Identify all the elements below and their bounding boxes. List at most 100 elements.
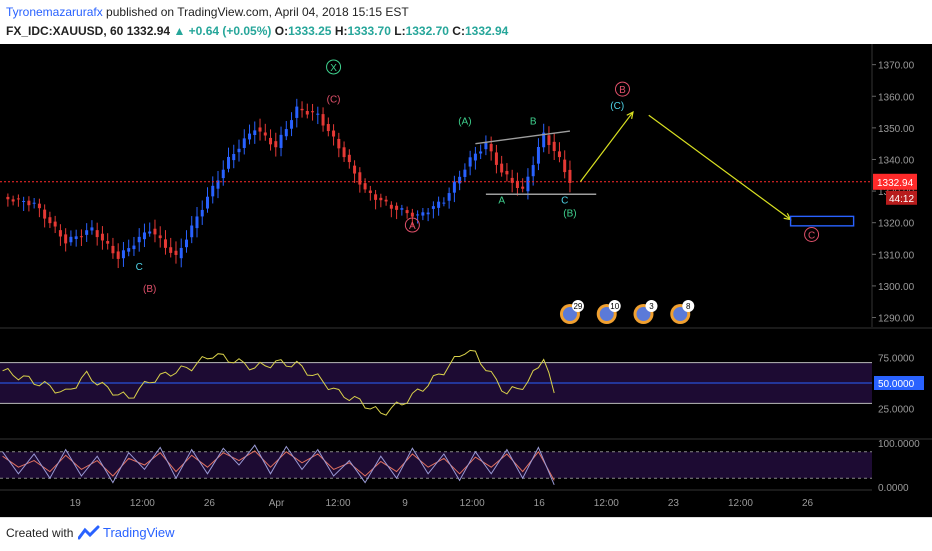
candle-body <box>211 185 215 197</box>
us-flag-icon <box>636 307 651 321</box>
oscillator-tick-label: 75.0000 <box>878 354 915 365</box>
stoch-k-line <box>2 444 555 485</box>
candle-body <box>16 198 20 200</box>
event-count: 10 <box>610 302 619 311</box>
wave-label: (A) <box>458 117 471 128</box>
candle-body <box>468 157 472 167</box>
ohlc-line: FX_IDC:XAUUSD, 60 1332.94 ▲ +0.64 (+0.05… <box>6 24 508 38</box>
candle-body <box>479 151 483 154</box>
candle-body <box>290 120 294 129</box>
brand-link[interactable]: TradingView <box>103 525 175 540</box>
candle-body <box>184 239 188 248</box>
author-link[interactable]: Tyronemazarurafx <box>6 5 103 19</box>
event-count-bubble <box>571 300 584 312</box>
candle-body <box>347 154 351 163</box>
last-price-box <box>873 173 917 190</box>
tradingview-logo-icon <box>78 525 100 540</box>
chart-background <box>0 44 932 517</box>
wave-label: (C) <box>610 101 624 112</box>
wave-label: B <box>530 117 537 128</box>
wave-label-circle <box>804 226 820 242</box>
candle-body <box>27 200 31 206</box>
close-label: C: <box>452 24 465 38</box>
candle-body <box>395 205 399 210</box>
candle-body <box>279 134 283 148</box>
candle-body <box>405 210 409 214</box>
candle-body <box>116 251 120 259</box>
candle-body <box>11 199 15 202</box>
stochastic-tick-label: 100.0000 <box>878 439 920 450</box>
price-tick-label: 1360.00 <box>878 92 915 103</box>
candle-body <box>374 194 378 200</box>
price-tick-label: 1320.00 <box>878 219 915 230</box>
wave-label-circle <box>614 81 630 97</box>
candle-body <box>205 196 209 209</box>
candle-body <box>79 236 83 238</box>
created-with-text: Created with <box>6 526 74 540</box>
candle-body <box>53 221 57 227</box>
event-count-bubble <box>608 300 621 312</box>
time-tick-label: 12:00 <box>460 498 485 509</box>
candle-body <box>90 227 94 231</box>
candle-body <box>552 141 556 152</box>
candle-body <box>163 239 167 248</box>
candle-body <box>400 208 404 210</box>
candle-body <box>358 172 362 185</box>
candle-body <box>43 209 47 219</box>
candle-body <box>494 152 498 165</box>
candle-body <box>153 228 157 235</box>
price-tick-label: 1340.00 <box>878 155 915 166</box>
low-value: 1332.70 <box>405 24 449 38</box>
arrow-head <box>626 110 634 120</box>
symbol-label: FX_IDC:XAUUSD, 60 <box>6 24 124 38</box>
stochastic-tick-label: 0.0000 <box>878 483 909 494</box>
event-count: 8 <box>686 302 691 311</box>
projection-arrow <box>579 111 634 182</box>
open-value: 1333.25 <box>288 24 332 38</box>
time-tick-label: Apr <box>269 498 285 509</box>
candle-body <box>179 247 183 259</box>
candle-body <box>321 114 325 126</box>
trendline <box>475 130 571 145</box>
candle-body <box>111 245 115 254</box>
candle-body <box>200 209 204 217</box>
chart-area[interactable]: 1290.001300.001310.001320.001330.001340.… <box>0 44 932 517</box>
candle-body <box>169 247 173 253</box>
candle-body <box>232 154 236 161</box>
close-value: 1332.94 <box>464 24 509 38</box>
stochastic-pane: 0.0000 100.0000 <box>0 438 932 494</box>
candle-body <box>137 236 141 243</box>
candle-body <box>274 141 278 148</box>
footer: Created with TradingView <box>0 517 932 551</box>
candle-body <box>221 169 225 179</box>
candle-body <box>269 137 273 145</box>
us-flag-icon <box>673 307 688 321</box>
price-tick-label: 1290.00 <box>878 314 915 325</box>
time-tick-label: 23 <box>668 498 680 509</box>
event-count-bubble <box>645 300 658 312</box>
candle-body <box>190 225 194 238</box>
candle-body <box>237 148 241 153</box>
price-tick-label: 1350.00 <box>878 124 915 135</box>
event-count-bubble <box>682 300 695 312</box>
wave-label: X <box>330 63 337 74</box>
candle-body <box>426 212 430 215</box>
price-pane: 1290.001300.001310.001320.001330.001340.… <box>0 44 917 327</box>
chart-header: Tyronemazarurafx published on TradingVie… <box>0 0 932 44</box>
time-tick-label: 26 <box>204 498 216 509</box>
oscillator-tick-label: 25.0000 <box>878 405 915 416</box>
change-value: +0.64 (+0.05%) <box>188 24 272 38</box>
high-label: H: <box>334 24 348 38</box>
time-tick-label: 12:00 <box>130 498 155 509</box>
candle-body <box>563 159 567 173</box>
candle-body <box>253 130 257 135</box>
open-label: O: <box>274 24 289 38</box>
candle-body <box>95 230 99 238</box>
candle-body <box>421 212 425 216</box>
up-triangle-icon: ▲ <box>173 24 186 38</box>
candle-body <box>447 193 451 201</box>
candle-body <box>526 176 530 192</box>
candle-body <box>174 250 178 255</box>
wave-label: (C) <box>327 95 341 106</box>
candle-body <box>510 177 514 183</box>
